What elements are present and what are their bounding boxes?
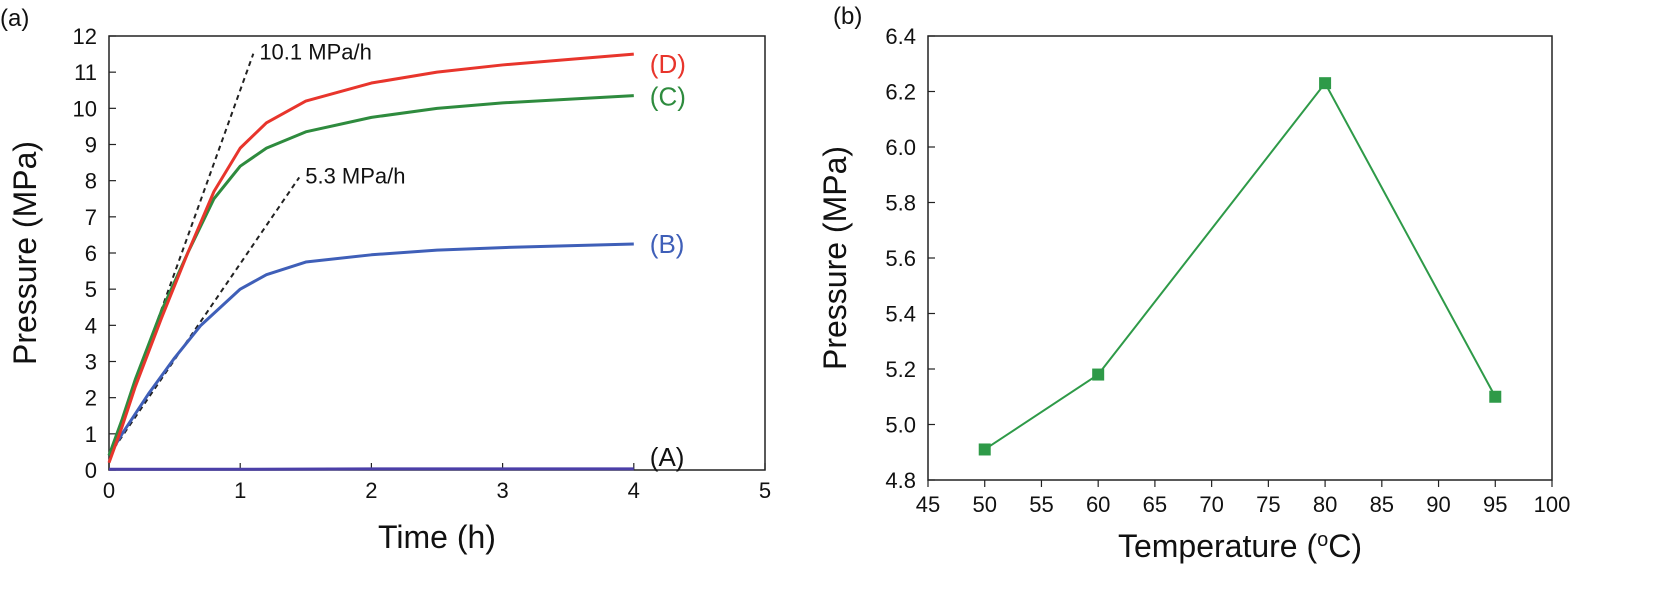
y-tick-label: 6.2 bbox=[885, 80, 916, 105]
x-tick-label: 0 bbox=[103, 478, 115, 503]
y-tick-label: 4.8 bbox=[885, 468, 916, 493]
y-tick-label: 6 bbox=[85, 241, 97, 266]
x-tick-label: 90 bbox=[1426, 492, 1450, 517]
y-tick-label: 9 bbox=[85, 133, 97, 158]
x-tick-label: 1 bbox=[234, 478, 246, 503]
panel-b-x-title-part1: Temperature ( bbox=[1118, 528, 1318, 564]
panel-a-reference-lines: 10.1 MPa/h 5.3 MPa/h bbox=[108, 40, 406, 457]
x-tick-label: 2 bbox=[365, 478, 377, 503]
x-tick-label: 80 bbox=[1313, 492, 1337, 517]
x-tick-label: 45 bbox=[916, 492, 940, 517]
x-tick-label: 85 bbox=[1370, 492, 1394, 517]
y-tick-label: 2 bbox=[85, 386, 97, 411]
reference-line bbox=[108, 176, 301, 457]
series-label: (B) bbox=[650, 229, 685, 259]
data-point-marker bbox=[1092, 368, 1105, 381]
panel-b-x-title-part2: C) bbox=[1328, 528, 1362, 564]
panel-b-x-axis-title: Temperature (oC) bbox=[1118, 528, 1362, 564]
series-label: (A) bbox=[650, 442, 685, 472]
y-tick-label: 6.4 bbox=[885, 24, 916, 49]
x-tick-label: 55 bbox=[1029, 492, 1053, 517]
y-tick-label: 5.6 bbox=[885, 246, 916, 271]
series-line bbox=[107, 52, 634, 464]
data-point-marker bbox=[1319, 77, 1332, 90]
x-tick-label: 95 bbox=[1483, 492, 1507, 517]
panel-a-x-axis-title: Time (h) bbox=[378, 519, 496, 555]
x-tick-label: 4 bbox=[628, 478, 640, 503]
panel-b-y-axis-title: Pressure (MPa) bbox=[817, 146, 853, 370]
series-label: (C) bbox=[650, 82, 686, 112]
reference-line bbox=[108, 53, 255, 456]
y-tick-label: 8 bbox=[85, 169, 97, 194]
panel-b-x-axis: 45 50 55 60 65 70 75 80 85 90 95 100 bbox=[916, 480, 1571, 517]
panel-b-x-title-degree: o bbox=[1317, 529, 1328, 551]
series-line bbox=[107, 242, 634, 457]
y-tick-label: 5.2 bbox=[885, 357, 916, 382]
x-tick-label: 3 bbox=[496, 478, 508, 503]
panel-b-series bbox=[978, 77, 1502, 456]
x-tick-label: 60 bbox=[1086, 492, 1110, 517]
y-tick-label: 3 bbox=[85, 350, 97, 375]
panel-a-y-axis-title: Pressure (MPa) bbox=[7, 141, 43, 365]
x-tick-label: 70 bbox=[1199, 492, 1223, 517]
data-point-marker bbox=[1489, 390, 1502, 403]
x-tick-label: 75 bbox=[1256, 492, 1280, 517]
series-line bbox=[107, 94, 634, 457]
y-tick-label: 12 bbox=[73, 24, 97, 49]
y-tick-label: 5.4 bbox=[885, 302, 916, 327]
y-tick-label: 1 bbox=[85, 422, 97, 447]
x-tick-label: 65 bbox=[1143, 492, 1167, 517]
panel-b-y-axis: 4.8 5.0 5.2 5.4 5.6 5.8 6.0 6.2 6.4 bbox=[885, 24, 935, 493]
y-tick-label: 5 bbox=[85, 277, 97, 302]
y-tick-label: 0 bbox=[85, 458, 97, 483]
panel-b-label: (b) bbox=[833, 3, 862, 30]
panel-b: (b) 4.8 5.0 5.2 5.4 5.6 5.8 6.0 6.2 6.4 45 50 55 60… bbox=[817, 3, 1570, 564]
y-tick-label: 5.0 bbox=[885, 413, 916, 438]
y-tick-label: 4 bbox=[85, 313, 97, 338]
reference-line-label: 5.3 MPa/h bbox=[305, 163, 405, 188]
series-line bbox=[984, 81, 1497, 451]
panel-b-plot-frame bbox=[927, 35, 1553, 481]
series-label: (D) bbox=[650, 49, 686, 79]
y-tick-label: 10 bbox=[73, 96, 97, 121]
panel-a-series: (A) (B) (C)(D) bbox=[107, 49, 686, 472]
x-tick-label: 100 bbox=[1534, 492, 1571, 517]
panel-a-label: (a) bbox=[0, 5, 29, 32]
data-point-marker bbox=[978, 443, 991, 456]
x-tick-label: 50 bbox=[972, 492, 996, 517]
reference-line-label: 10.1 MPa/h bbox=[259, 40, 372, 65]
y-tick-label: 11 bbox=[74, 60, 97, 85]
y-tick-label: 6.0 bbox=[885, 135, 916, 160]
y-tick-label: 7 bbox=[85, 205, 97, 230]
x-tick-label: 5 bbox=[759, 478, 771, 503]
y-tick-label: 5.8 bbox=[885, 191, 916, 216]
